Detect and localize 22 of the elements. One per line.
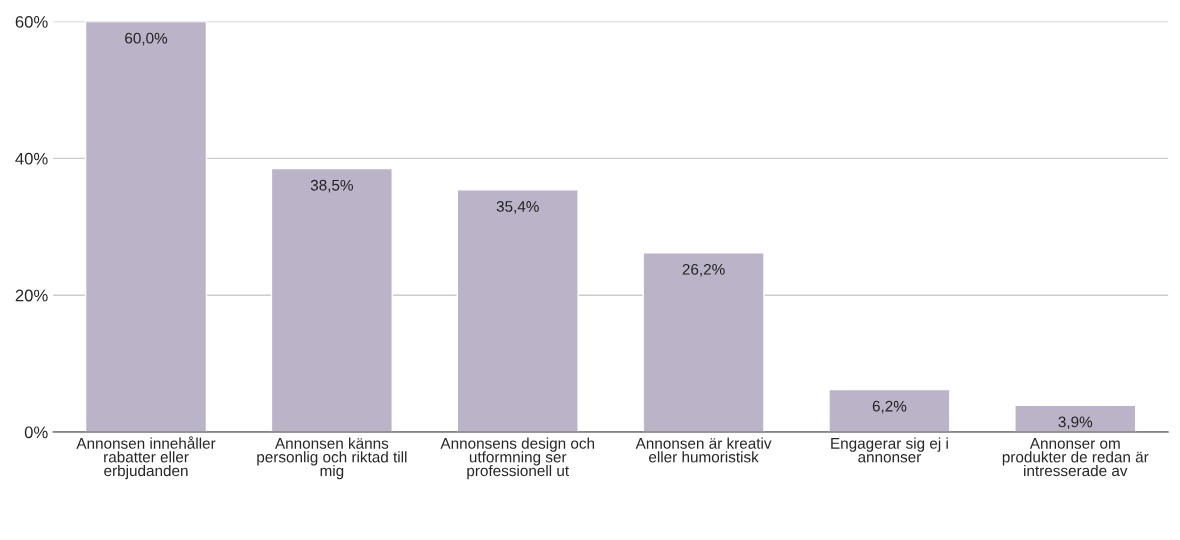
bar <box>1014 404 1137 432</box>
bar <box>456 189 579 432</box>
data-label: 26,2% <box>682 263 725 277</box>
x-tick-label: Annonsen innehåller rabatter eller erbjudanden <box>76 436 216 480</box>
x-tick-label: Annonsen är kreativ eller humoristisk <box>635 437 772 463</box>
x-tick-label: Annonser om produkter de redan är intresserade av <box>1002 438 1149 477</box>
y-tick-label: 60% <box>15 16 48 28</box>
x-tick-label: Annonsens design och utformning ser professionell ut <box>440 437 595 480</box>
bar <box>828 388 951 432</box>
bar <box>270 167 393 432</box>
data-label: 6,2% <box>872 400 907 414</box>
y-tick-label: 20% <box>15 289 48 302</box>
data-label: 3,9% <box>1058 416 1093 430</box>
x-tick-label: Annonsen känns personlig och riktad till mig <box>257 437 407 480</box>
bar <box>84 21 208 432</box>
data-label: 35,4% <box>496 201 539 214</box>
y-tick-label: 40% <box>15 152 48 165</box>
y-tick-label: 0% <box>24 426 48 439</box>
data-label: 38,5% <box>310 179 353 193</box>
data-label: 60,0% <box>125 32 168 46</box>
x-tick-label: Engagerar sig ej i annonser <box>831 437 948 463</box>
bar <box>642 252 765 432</box>
